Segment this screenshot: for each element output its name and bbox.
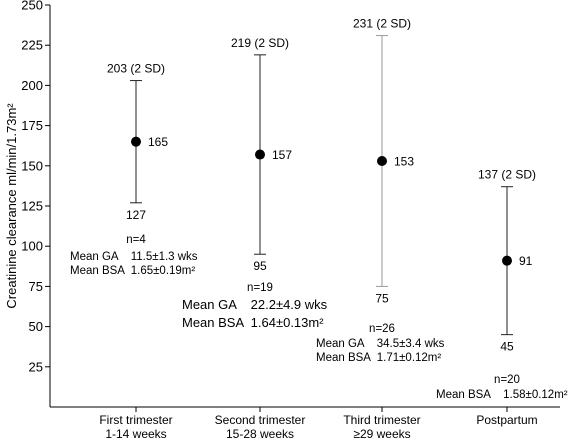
mean-point [502,255,512,266]
y-tick-label: 200 [21,78,43,93]
y-tick-label: 50 [29,319,43,334]
mean-value-label: 157 [272,148,292,162]
chart-marks: 165 203 (2 SD) 127 157 219 (2 SD) 95 153 231 (2… [107,17,536,354]
x-tick-label: Third trimester [343,413,420,427]
mean-point [131,136,141,147]
mean-bsa-label: Mean BSA 1.65±0.19m² [70,265,195,277]
upper-value-label: 203 (2 SD) [107,62,165,76]
n-label: n=20 [494,374,520,386]
mean-ga-label: Mean GA 34.5±3.4 wks [316,338,445,350]
x-tick-label-sub: 15-28 weeks [226,427,294,440]
y-tick-label: 250 [21,0,43,13]
y-tick-label: 100 [21,239,43,254]
mean-bsa-label: Mean BSA 1.71±0.12m² [316,352,441,364]
lower-value-label: 127 [126,208,146,222]
n-label: n=4 [126,234,146,246]
x-tick-label: Postpartum [476,413,537,427]
error-bar-group: 153 231 (2 SD) 75 [353,17,414,306]
upper-value-label: 219 (2 SD) [231,36,289,50]
upper-value-label: 231 (2 SD) [353,17,411,31]
lower-value-label: 75 [375,291,389,305]
mean-point [377,155,387,166]
error-bar-group: 165 203 (2 SD) 127 [107,62,168,222]
y-tick-label: 75 [29,279,43,294]
mean-ga-label: Mean GA 22.2±4.9 wks [182,297,328,312]
upper-value-label: 137 (2 SD) [478,168,536,182]
mean-value-label: 153 [394,154,414,168]
x-tick-label: First trimester [99,413,172,427]
y-tick-label: 175 [21,118,43,133]
mean-bsa-label: Mean BSA 1.58±0.12m² [436,389,568,401]
mean-bsa-label: Mean BSA 1.64±0.13m² [182,315,324,330]
y-tick-label: 150 [21,158,43,173]
x-tick-label-sub: ≥29 weeks [353,427,410,440]
mean-value-label: 91 [519,254,533,268]
y-tick-label: 125 [21,199,43,214]
mean-point [255,149,265,160]
mean-ga-label: Mean GA 11.5±1.3 wks [70,251,198,263]
y-axis-label: Creatinine clearance ml/min/1.73m² [4,103,19,309]
x-tick-label: Second trimester [215,413,306,427]
lower-value-label: 45 [500,340,514,354]
y-ticks: 25 50 75 100 125 150 175 200 225 250 [21,0,50,374]
error-bar-group: 91 137 (2 SD) 45 [478,168,536,354]
y-tick-label: 25 [29,359,43,374]
mean-value-label: 165 [148,135,168,149]
n-label: n=26 [369,323,395,335]
x-tick-label-sub: 1-14 weeks [105,427,166,440]
lower-value-label: 95 [253,259,267,273]
y-tick-label: 225 [21,38,43,53]
n-label: n=19 [247,282,273,294]
error-bar-group: 157 219 (2 SD) 95 [231,36,292,273]
annotations: n=4 Mean GA 11.5±1.3 wks Mean BSA 1.65±0.1… [70,234,568,401]
